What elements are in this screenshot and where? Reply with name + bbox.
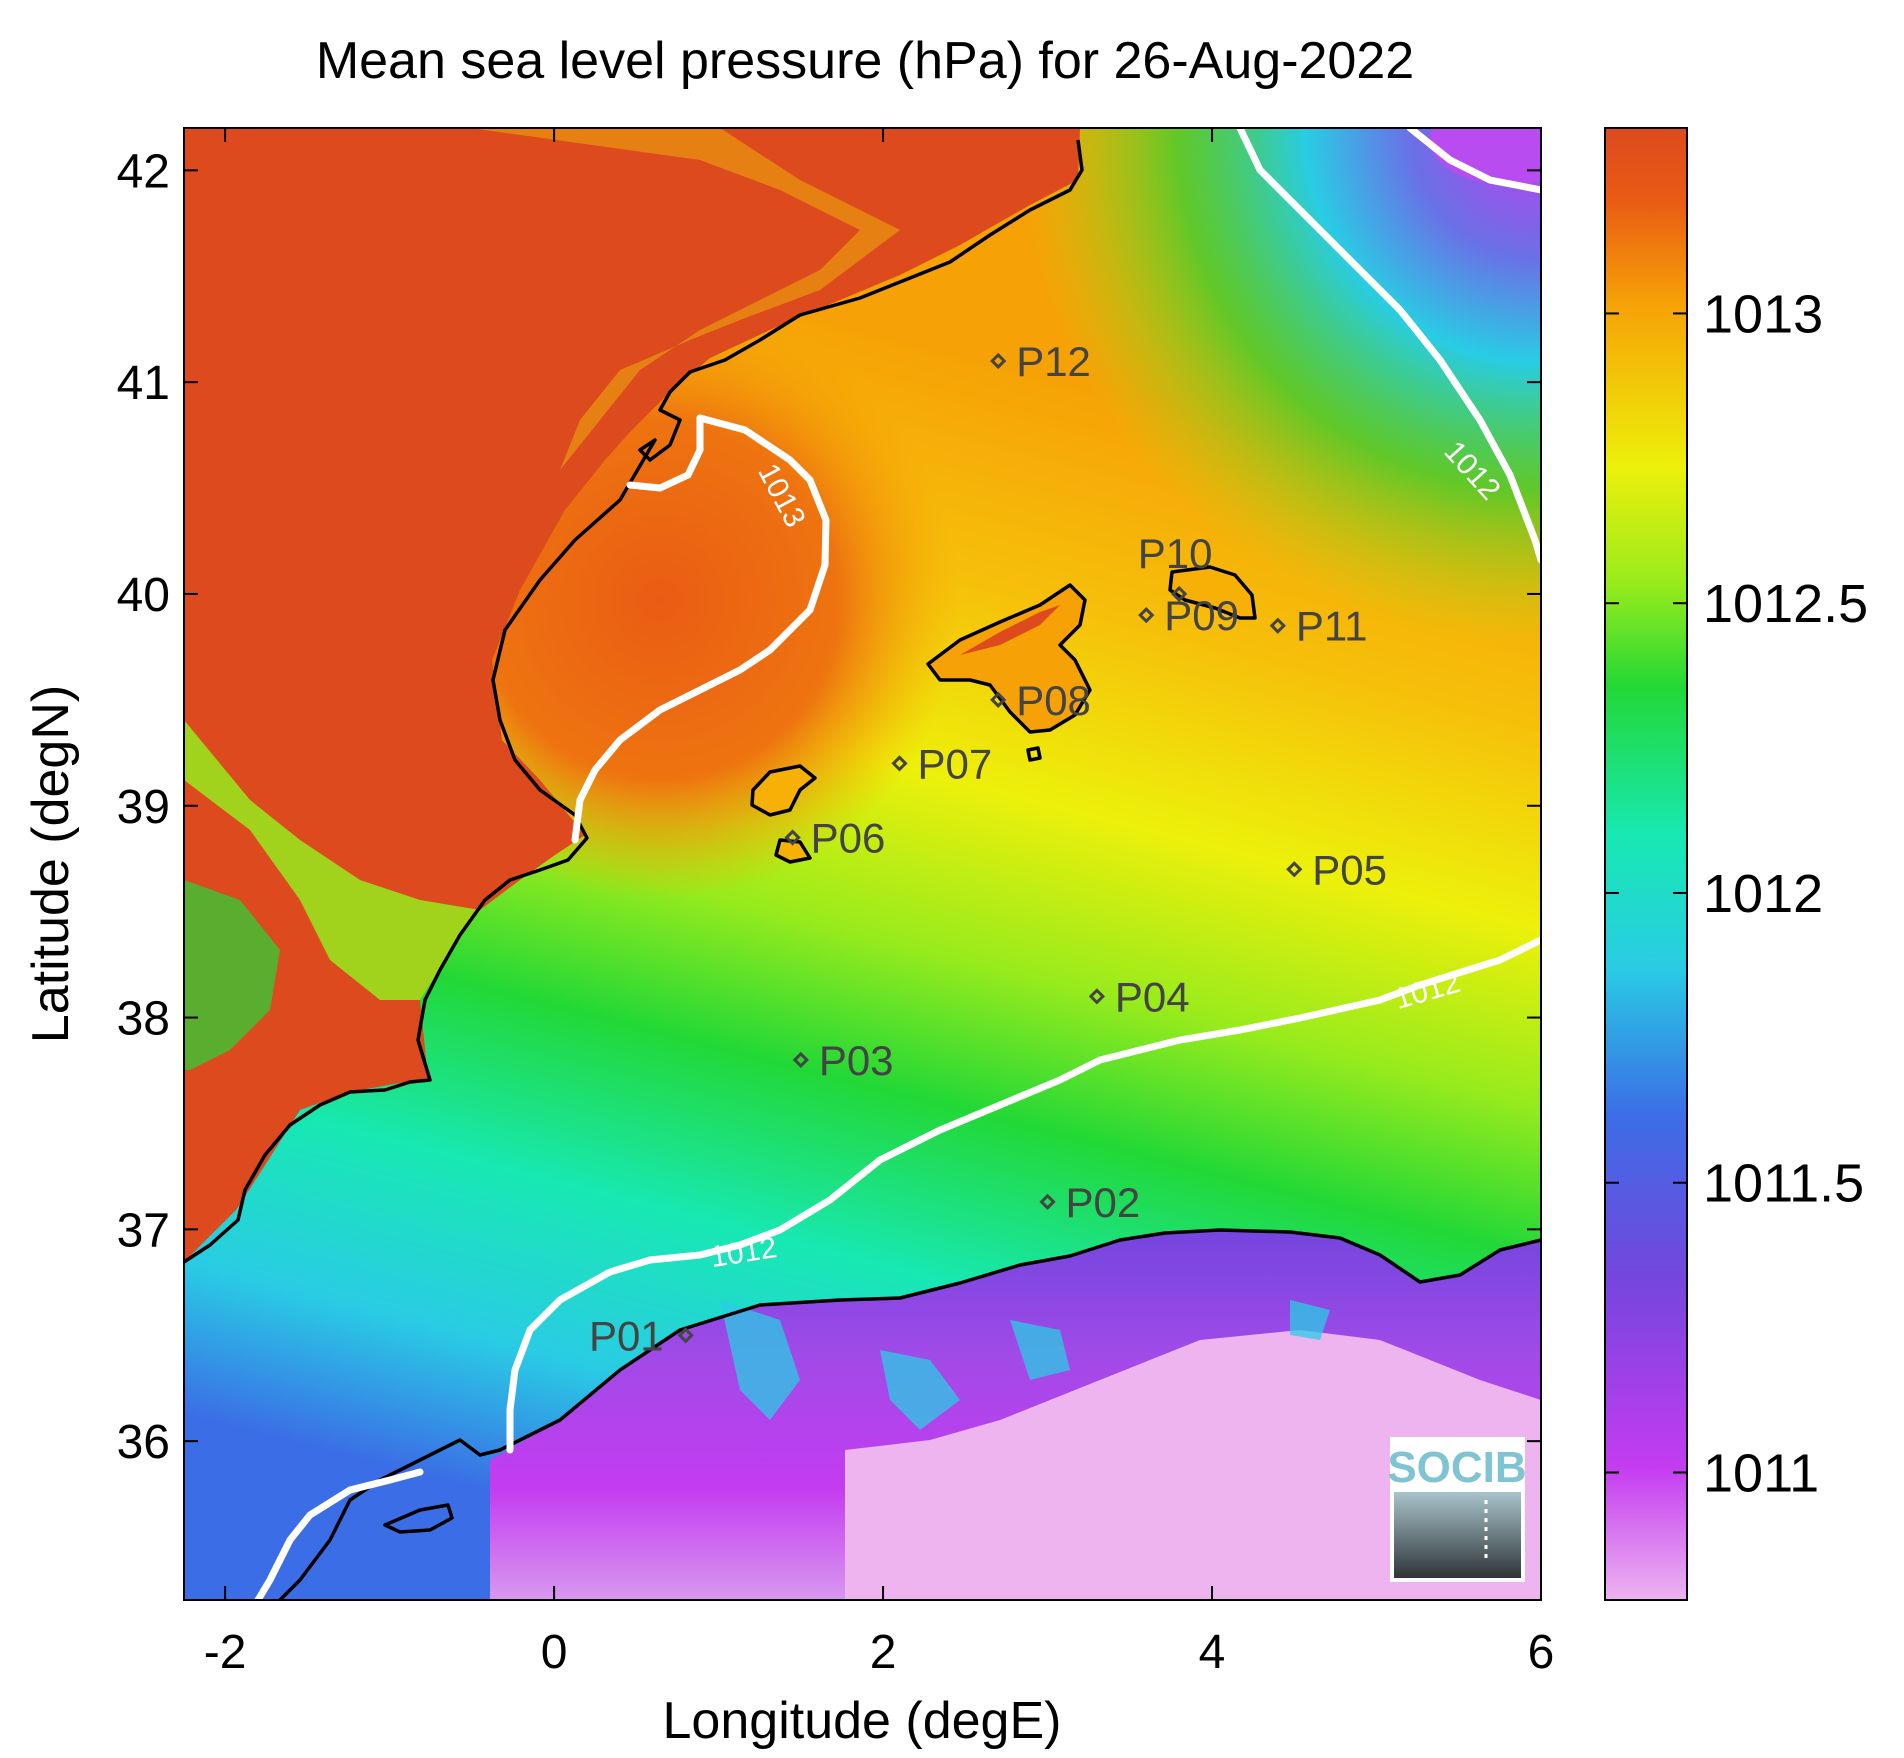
station-label-p01: P01 xyxy=(589,1312,664,1359)
x-tick-label: 4 xyxy=(1199,1626,1226,1679)
x-tick-label: 0 xyxy=(541,1626,568,1679)
northeast-minimum xyxy=(1430,128,1541,185)
station-label-p02: P02 xyxy=(1066,1179,1141,1226)
y-tick-label: 40 xyxy=(117,569,170,622)
coastline-alboran-island xyxy=(383,1503,454,1534)
iberia-green-patch xyxy=(184,880,280,1070)
map-plot-area: 1013 1012 1012 1012 P01P02P03P04P05P06P0… xyxy=(184,128,1541,1600)
mallorca xyxy=(928,585,1090,732)
chart-title: Mean sea level pressure (hPa) for 26-Aug… xyxy=(316,32,1414,90)
station-label-p10: P10 xyxy=(1138,530,1213,577)
isobar-1013-west xyxy=(571,414,830,844)
station-marker-p05 xyxy=(1286,861,1303,878)
colorbar-tick-label: 1013 xyxy=(1703,284,1823,344)
y-tick-label: 37 xyxy=(117,1204,170,1257)
station-label-p08: P08 xyxy=(1016,677,1091,724)
x-tick-label: 6 xyxy=(1528,1626,1555,1679)
africa-pale-region xyxy=(845,1330,1541,1600)
x-tick-label: 2 xyxy=(870,1626,897,1679)
colorbar-tick-label: 1011 xyxy=(1703,1444,1819,1504)
colorbar-tick-label: 1011.5 xyxy=(1703,1154,1864,1214)
isobars xyxy=(254,128,1541,1600)
station-label-p09: P09 xyxy=(1164,592,1239,639)
station-label-p04: P04 xyxy=(1115,973,1190,1020)
coastline-cabrera xyxy=(1026,746,1042,762)
coastline-iberia xyxy=(184,139,1084,1264)
logo-gradient xyxy=(1394,1492,1521,1578)
colorbar: 1011 1011.5 1012 1012.5 1013 xyxy=(1604,127,1868,1601)
colorbar-gradient xyxy=(1604,127,1688,1601)
station-label-p03: P03 xyxy=(819,1037,894,1084)
station-label-p11: P11 xyxy=(1296,603,1368,650)
x-axis: -2 0 2 4 6 xyxy=(204,128,1555,1679)
mallorca-highlands xyxy=(960,605,1060,655)
colorbar-tick-label: 1012 xyxy=(1703,864,1823,924)
isobar-1012-south xyxy=(506,936,1541,1454)
station-label-p12: P12 xyxy=(1016,338,1091,385)
station-marker-p10 xyxy=(1171,585,1188,603)
iberia-southeast-strip xyxy=(184,720,480,1000)
station-marker-p02 xyxy=(1039,1193,1056,1210)
station-marker-p01 xyxy=(677,1327,694,1344)
colorbar-ticks: 1011 1011.5 1012 1012.5 1013 xyxy=(1605,284,1868,1504)
y-tick-label: 41 xyxy=(117,357,170,410)
isobar-1012-northeast xyxy=(1236,128,1541,564)
coastline-menorca xyxy=(1168,565,1257,620)
station-label-p07: P07 xyxy=(918,740,993,787)
socib-logo: SOCIB xyxy=(1387,1437,1527,1582)
coastline-africa xyxy=(278,1228,1541,1600)
station-markers: P01 P02 P03 P04 P05 P06 P07 P08 P09 P10 P11 P12 xyxy=(589,338,1387,1359)
isobar-1012-ne-corner xyxy=(1406,128,1541,194)
station-marker-p12 xyxy=(990,352,1007,370)
logo-text: SOCIB xyxy=(1387,1443,1526,1492)
station-marker-p08 xyxy=(990,691,1007,708)
station-marker-p09 xyxy=(1138,607,1155,624)
coastlines xyxy=(184,139,1541,1600)
y-axis-label: Latitude (degN) xyxy=(22,685,80,1043)
coastline-mallorca xyxy=(926,583,1092,734)
station-marker-p11 xyxy=(1269,617,1286,634)
coastline-formentera xyxy=(774,838,812,864)
isobar-1013-west-loop xyxy=(626,414,704,492)
station-label-p06: P06 xyxy=(811,815,886,862)
y-tick-label: 39 xyxy=(117,781,170,834)
station-marker-p06 xyxy=(784,829,801,846)
x-tick-label: -2 xyxy=(204,1626,247,1679)
ibiza xyxy=(752,766,815,815)
coastline-ibiza xyxy=(750,764,817,817)
station-label-p05: P05 xyxy=(1312,846,1387,893)
x-axis-label: Longitude (degE) xyxy=(663,1692,1062,1750)
y-tick-label: 38 xyxy=(117,993,170,1046)
colorbar-tick-label: 1012.5 xyxy=(1703,574,1868,634)
y-tick-label: 42 xyxy=(117,145,170,198)
station-marker-p04 xyxy=(1088,988,1106,1005)
africa-cyan-patches xyxy=(720,1300,1330,1430)
station-marker-p07 xyxy=(891,755,908,772)
station-marker-p03 xyxy=(792,1051,809,1069)
plot-frame xyxy=(183,127,1542,1601)
isobar-1012-southwest xyxy=(254,1468,424,1600)
y-axis: 36 37 38 39 40 41 42 xyxy=(117,145,1541,1469)
y-tick-label: 36 xyxy=(117,1416,170,1469)
menorca xyxy=(1170,567,1255,618)
